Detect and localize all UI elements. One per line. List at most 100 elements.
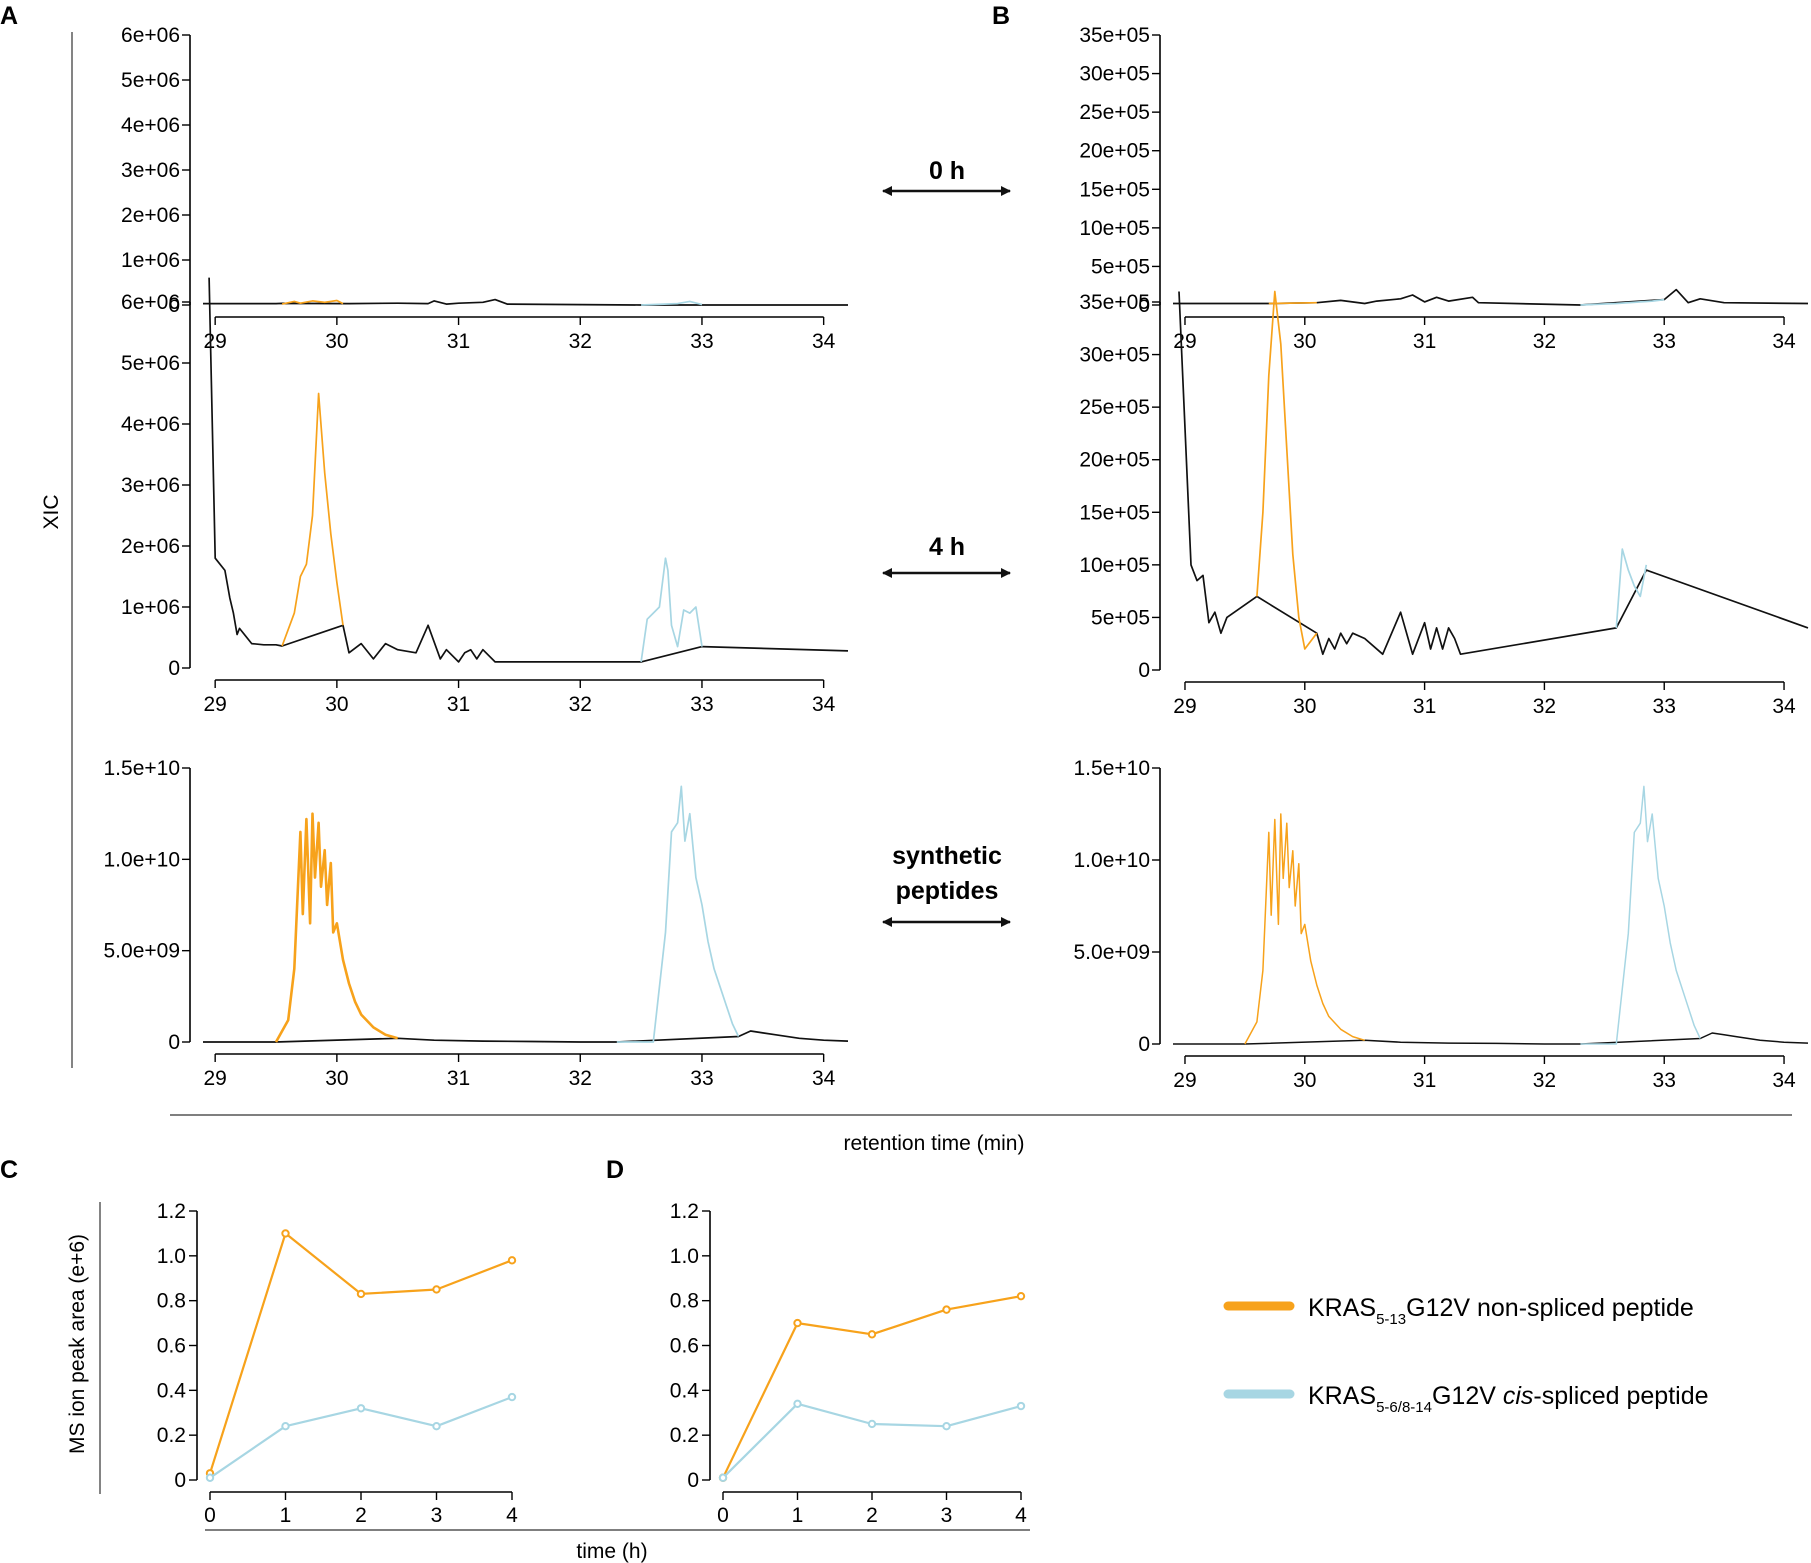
a2-series-orange: [274, 812, 399, 1043]
b1-series-blue: [1615, 548, 1648, 628]
b0-y-tick-label: 5e+05: [1091, 255, 1150, 278]
c-x-tick-label: 0: [204, 1504, 216, 1527]
b0-series-black: [1173, 288, 1809, 306]
b1-y-tick-label: 5e+05: [1091, 606, 1150, 629]
b0-x-tick-label: 32: [1533, 330, 1556, 353]
row-label-4h: 4 h: [929, 533, 965, 561]
a1-y-tick-label: 3e+06: [121, 474, 180, 497]
c-point-blue: [356, 1404, 366, 1413]
a2-x-tick-label: 31: [447, 1067, 470, 1090]
d-point-orange: [942, 1305, 951, 1314]
a0-series-black: [203, 298, 848, 306]
b1-x-tick-label: 32: [1533, 695, 1556, 718]
b1-y-tick-label: 35e+05: [1079, 291, 1150, 314]
b1-y-tick-label: 30e+05: [1079, 344, 1150, 367]
b0-y-tick-label: 10e+05: [1079, 217, 1150, 240]
b0-y-tick-label: 35e+05: [1079, 24, 1150, 47]
chart-c: 0 0.2 0.4 0.6 0.8 1.0 1.2 0 1 2 3 4: [157, 1200, 518, 1527]
b2-x-tick-label: 34: [1772, 1069, 1796, 1092]
a0-y-tick-label: 6e+06: [121, 24, 180, 47]
b2-x-tick-label: 32: [1533, 1069, 1556, 1092]
b0-x-tick-label: 33: [1653, 330, 1676, 353]
c-y-tick-label: 1.0: [157, 1245, 186, 1268]
b1-y-tick-label: 20e+05: [1079, 449, 1150, 472]
d-y-tick-label: 0: [687, 1469, 699, 1492]
chart-b0: 0 5e+05 10e+05 15e+05 20e+05 25e+05 30e+05 35e+…: [1079, 24, 1809, 353]
d-x-tick-label: 0: [717, 1504, 729, 1527]
a0-y-tick-label: 1e+06: [121, 249, 180, 272]
b0-x-tick-label: 29: [1173, 330, 1196, 353]
a1-x-tick-label: 30: [325, 693, 348, 716]
c-point-blue: [432, 1422, 441, 1431]
a2-series-blue: [616, 785, 740, 1043]
chart-d: 0 0.2 0.4 0.6 0.8 1.0 1.2 0 1 2 3 4: [670, 1200, 1027, 1527]
chart-a2: 0 5.0e+09 1.0e+10 1.5e+10 29 30 31 32 33 34: [104, 757, 849, 1090]
c-y-tick-label: 1.2: [157, 1200, 186, 1223]
legend1-suffix: G12V non-spliced peptide: [1406, 1294, 1694, 1322]
c-x-tick-label: 4: [506, 1504, 518, 1527]
a1-y-tick-label: 0: [168, 657, 180, 680]
c-y-tick-label: 0: [174, 1469, 186, 1492]
c-point-orange: [356, 1289, 366, 1299]
d-x-tick-label: 2: [866, 1504, 878, 1527]
c-point-blue: [507, 1392, 517, 1402]
a2-series-black: [203, 1030, 849, 1043]
b1-x-tick-label: 29: [1173, 695, 1196, 718]
a0-x-tick-label: 32: [569, 330, 592, 353]
b0-y-tick-label: 20e+05: [1079, 140, 1150, 163]
b1-y-tick-label: 15e+05: [1079, 501, 1150, 524]
a1-series-black: [208, 277, 849, 663]
b2-series-blue: [1580, 785, 1701, 1045]
b0-series-blue: [1580, 298, 1665, 306]
b2-x-tick-label: 31: [1413, 1069, 1436, 1092]
a0-series-orange: [281, 299, 344, 305]
ms-area-label: MS ion peak area (e+6): [66, 1234, 89, 1454]
b2-x-tick-label: 30: [1293, 1069, 1316, 1092]
d-point-blue: [793, 1399, 802, 1408]
legend2-sub: 5-6/8-14: [1376, 1399, 1432, 1416]
d-point-blue: [942, 1422, 951, 1431]
legend-label-cisspliced: KRAS5-6/8-14G12V cis-spliced peptide: [1308, 1382, 1709, 1416]
xic-label: XIC: [40, 494, 63, 529]
c-x-tick-label: 2: [355, 1504, 367, 1527]
b2-x-tick-label: 33: [1653, 1069, 1676, 1092]
b1-x-tick-label: 33: [1653, 695, 1676, 718]
b1-series-black: [1178, 291, 1809, 656]
legend2-mid: G12V: [1432, 1382, 1503, 1410]
legend2-suffix: -spliced peptide: [1533, 1382, 1708, 1410]
c-point-orange: [507, 1256, 517, 1265]
a2-x-tick-label: 30: [325, 1067, 348, 1090]
a0-series-blue: [641, 300, 703, 306]
d-x-tick-label: 3: [941, 1504, 953, 1527]
d-y-tick-label: 0.6: [670, 1335, 699, 1358]
b2-x-tick-label: 29: [1173, 1069, 1196, 1092]
b2-y-tick-label: 1.0e+10: [1074, 849, 1151, 872]
a1-series-blue: [640, 557, 703, 663]
b1-y-tick-label: 10e+05: [1079, 554, 1150, 577]
c-series-orange: [208, 1232, 513, 1474]
legend1-sub: 5-13: [1376, 1311, 1406, 1328]
panel-label-d: D: [606, 1156, 624, 1184]
a1-series-orange: [281, 392, 344, 647]
c-y-tick-label: 0.4: [157, 1379, 187, 1402]
a0-x-tick-label: 34: [812, 330, 836, 353]
a1-y-tick-label: 2e+06: [121, 535, 180, 558]
row-label-synthetic: synthetic: [892, 842, 1002, 870]
b2-series-black: [1173, 1032, 1809, 1045]
row-label-0h: 0 h: [929, 157, 965, 185]
b2-y-tick-label: 0: [1138, 1033, 1150, 1056]
d-series-orange: [722, 1295, 1022, 1479]
c-point-orange: [281, 1229, 290, 1238]
a2-x-tick-label: 33: [690, 1067, 713, 1090]
a1-x-tick-label: 33: [690, 693, 713, 716]
b1-x-tick-label: 30: [1293, 695, 1316, 718]
c-y-tick-label: 0.2: [157, 1424, 186, 1447]
c-x-tick-label: 1: [280, 1504, 292, 1527]
b2-series-orange: [1244, 813, 1365, 1045]
d-y-tick-label: 1.0: [670, 1245, 699, 1268]
legend2-prefix: KRAS: [1308, 1382, 1376, 1410]
chart-b1: 0 5e+05 10e+05 15e+05 20e+05 25e+05 30e+05 35e+…: [1079, 290, 1809, 718]
b0-y-tick-label: 25e+05: [1079, 101, 1150, 124]
